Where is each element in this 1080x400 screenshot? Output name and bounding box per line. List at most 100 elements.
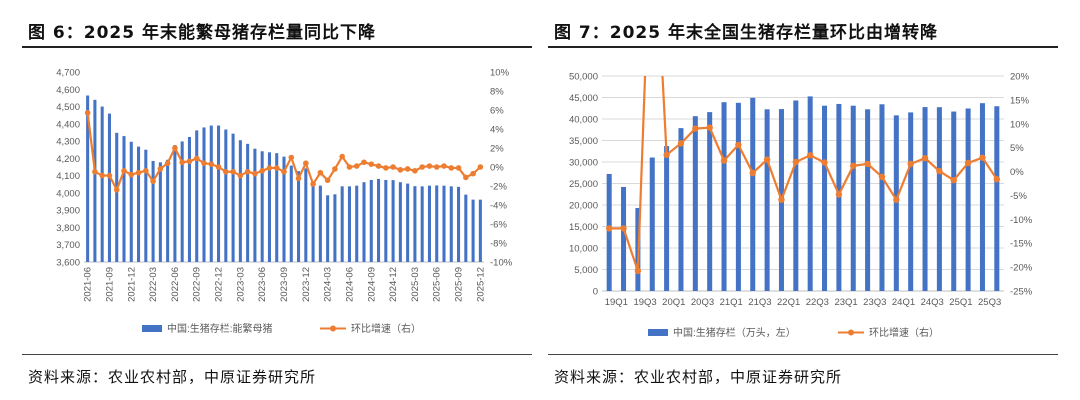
line-point (441, 163, 447, 169)
line-point (266, 165, 273, 171)
y-right-tick-label: -10% (490, 258, 513, 269)
y-left-tick-label: 50,000 (569, 72, 598, 83)
y-left-tick-label: 3,600 (56, 258, 80, 269)
chart-panel-hogs: 图 7：2025 年末全国生猪存栏量环比由增转降 0 5,000 10,000 15,… (548, 0, 1068, 400)
y-right-tick-label: 0% (490, 163, 504, 174)
x-tick-label: 19Q3 (633, 297, 656, 308)
y-left-tick-label: 4,000 (56, 188, 80, 199)
line-point (950, 176, 957, 184)
bar (649, 157, 655, 291)
bar (936, 107, 942, 291)
x-tick-label: 23Q1 (834, 297, 857, 308)
bar (297, 171, 301, 262)
bar (413, 186, 417, 262)
chart-panel-sows: 图 6：2025 年末能繁母猪存栏量同比下降 3,600 3,700 3,800 3,… (22, 0, 542, 400)
x-tick-label: 2022-09 (192, 267, 203, 302)
bar (93, 99, 97, 263)
line-point (99, 172, 105, 179)
line-point (346, 164, 353, 170)
bar (442, 185, 446, 262)
line-point (259, 168, 265, 174)
bar (391, 180, 395, 262)
bar (347, 186, 351, 262)
x-tick-label: 2023-12 (301, 267, 312, 302)
bar (180, 141, 184, 262)
x-tick-label: 20Q1 (662, 297, 685, 308)
bar (457, 186, 461, 262)
bar (908, 112, 914, 291)
y-right-tick-label: 6% (490, 106, 504, 117)
legend-swatch-marker (330, 325, 336, 332)
line-point (339, 153, 345, 160)
y-left-tick-label: 4,100 (56, 171, 80, 182)
title-rule (22, 46, 532, 48)
y-left-tick-label: 3,900 (56, 206, 80, 217)
line-point (113, 187, 120, 193)
y-left-tick-label: 5,000 (574, 265, 598, 276)
source-note: 资料来源：农业农村部，中原证券研究所 (28, 368, 317, 386)
line-point (92, 168, 98, 175)
y-right-tick-label: 15% (1010, 95, 1030, 106)
bar (692, 116, 698, 291)
y-left-tick-label: 10,000 (569, 244, 598, 255)
line-point (735, 141, 742, 148)
sow-inventory-chart: 3,600 3,700 3,800 3,900 4,000 4,100 4,200 4,300… (56, 68, 513, 336)
bar (326, 195, 330, 262)
line-point (150, 178, 156, 185)
bar (822, 105, 828, 291)
legend-label: 环比增速（右） (351, 322, 421, 335)
line-point (106, 172, 113, 179)
line-point (433, 164, 440, 170)
source-rule (22, 354, 532, 355)
line-point (186, 158, 193, 165)
line-point (208, 161, 215, 167)
bar (764, 109, 770, 291)
line-point (778, 196, 785, 203)
line-point (201, 160, 207, 166)
line-point (806, 152, 814, 159)
y-right-tick-label: 20% (1010, 72, 1030, 83)
bar (707, 112, 713, 291)
bar (107, 113, 111, 262)
line-point (412, 168, 418, 174)
line-point (317, 169, 324, 176)
line-point (634, 267, 642, 275)
y-right-tick-label: -20% (1010, 263, 1033, 274)
x-tick-label: 2021-06 (83, 267, 94, 302)
line-point (193, 155, 200, 162)
bar (100, 106, 104, 262)
line-point (426, 163, 433, 169)
x-tick-label: 2024-03 (323, 267, 334, 302)
bar (289, 165, 293, 262)
bar (850, 105, 856, 291)
y-left-tick-label: 20,000 (569, 201, 598, 212)
bar (922, 107, 928, 291)
line-point (244, 168, 251, 175)
bar (217, 125, 221, 262)
line-point (850, 162, 857, 170)
legend-swatch-bar (142, 325, 162, 332)
line-point (706, 124, 713, 131)
line-series (605, 76, 1001, 275)
bar (478, 199, 482, 262)
bar (122, 136, 126, 262)
y-right-tick-label: -8% (490, 239, 507, 250)
line-point (921, 154, 929, 162)
y-right-tick-label: -4% (490, 201, 507, 212)
x-tick-label: 25Q3 (978, 297, 1001, 308)
bar (209, 125, 213, 262)
line-point (230, 168, 236, 175)
bar (187, 136, 191, 262)
y-left-tick-label: 4,400 (56, 119, 80, 130)
bar (606, 173, 612, 291)
bar (267, 152, 271, 262)
line-point (157, 166, 164, 172)
y-left-tick-label: 4,700 (56, 68, 80, 79)
y-right-tick-label: -10% (1010, 215, 1033, 226)
y-right-tick-label: 5% (1010, 143, 1024, 154)
bar (355, 185, 359, 262)
source-rule (548, 354, 1058, 355)
line-point (964, 159, 972, 167)
line-series (84, 110, 484, 193)
chart-title: 图 7：2025 年末全国生猪存栏量环比由增转降 (554, 23, 938, 43)
